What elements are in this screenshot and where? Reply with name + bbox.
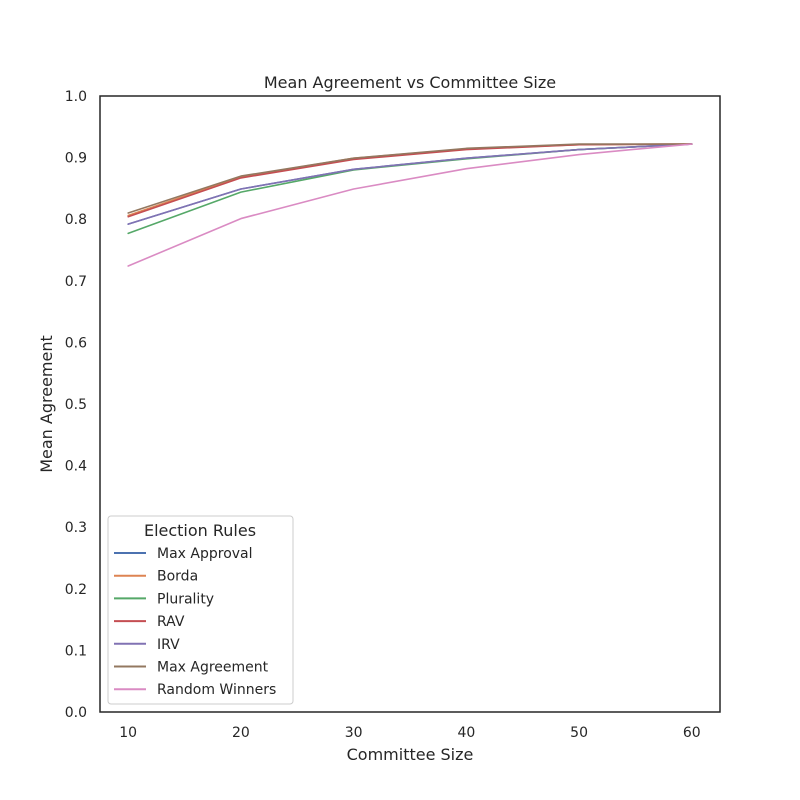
series-line-irv xyxy=(127,143,693,225)
y-tick-label: 0.6 xyxy=(65,335,87,351)
series-line-max-agreement xyxy=(127,143,693,214)
x-tick-label: 10 xyxy=(119,725,137,741)
legend: Election Rules Max Approval Borda Pluralit… xyxy=(107,515,294,705)
legend-label: Plurality xyxy=(157,591,214,607)
y-tick-label: 0.5 xyxy=(65,397,87,413)
y-tick-label: 1.0 xyxy=(65,89,87,105)
legend-label: Random Winners xyxy=(157,682,276,698)
x-axis-label: Committee Size xyxy=(347,745,474,764)
legend-label: RAV xyxy=(157,614,185,630)
legend-label: Max Agreement xyxy=(157,660,269,676)
x-tick-label: 20 xyxy=(232,725,250,741)
series-line-random-winners xyxy=(127,143,693,267)
y-tick-label: 0.0 xyxy=(65,705,87,721)
x-tick-label: 60 xyxy=(683,725,701,741)
plot-frame xyxy=(99,95,721,713)
x-axis-ticks: 10 20 30 40 50 60 xyxy=(119,725,700,741)
y-tick-label: 0.4 xyxy=(65,459,87,475)
y-tick-label: 0.9 xyxy=(65,151,87,167)
y-axis-label: Mean Agreement xyxy=(37,335,56,473)
x-tick-label: 50 xyxy=(570,725,588,741)
legend-label: Borda xyxy=(157,569,198,585)
y-axis-ticks: 0.0 0.1 0.2 0.3 0.4 0.5 0.6 0.7 0.8 0.9 1.0 xyxy=(65,89,87,721)
legend-title: Election Rules xyxy=(144,521,256,540)
chart-title: Mean Agreement vs Committee Size xyxy=(264,73,556,92)
y-tick-label: 0.2 xyxy=(65,582,87,598)
legend-box xyxy=(107,515,294,705)
series-layer xyxy=(127,143,693,267)
legend-label: IRV xyxy=(157,637,180,653)
x-tick-label: 30 xyxy=(345,725,363,741)
legend-label: Max Approval xyxy=(157,546,253,562)
y-tick-label: 0.7 xyxy=(65,274,87,290)
x-tick-label: 40 xyxy=(457,725,475,741)
y-tick-label: 0.8 xyxy=(65,212,87,228)
y-tick-label: 0.3 xyxy=(65,520,87,536)
y-tick-label: 0.1 xyxy=(65,643,87,659)
